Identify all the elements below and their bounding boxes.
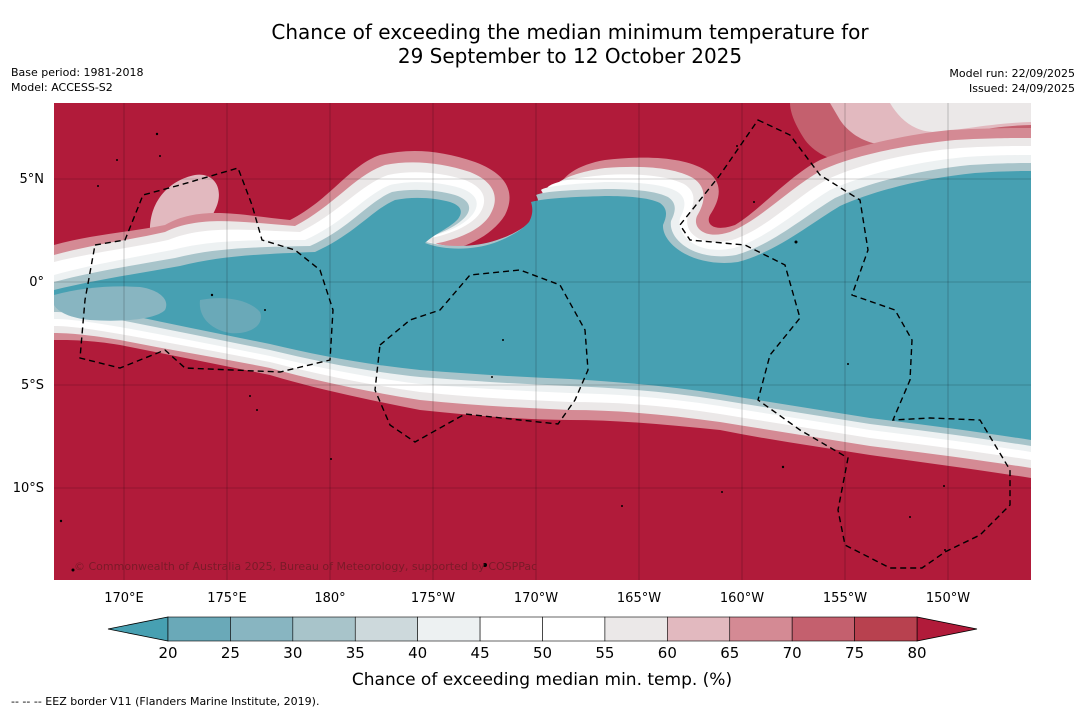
colorbar-segment: [854, 616, 918, 642]
colorbar-tick-label: 65: [720, 644, 739, 662]
lon-label: 175°W: [411, 591, 455, 606]
title-line-1: Chance of exceeding the median minimum t…: [271, 20, 869, 44]
eez-borders: [79, 119, 1011, 569]
eez-border-central: [374, 269, 589, 443]
colorbar-tick-label: 35: [346, 644, 365, 662]
lon-label: 170°W: [514, 591, 558, 606]
model-name: Model: ACCESS-S2: [11, 81, 113, 94]
issued-date: Issued: 24/09/2025: [968, 82, 1075, 95]
colorbar-segment: [417, 616, 481, 642]
colorbar-tick-label: 55: [595, 644, 614, 662]
colorbar-tick-label: 75: [845, 644, 864, 662]
probability-map: © Commonwealth of Australia 2025, Bureau…: [54, 103, 1031, 580]
graticule: [54, 103, 1031, 580]
longitude-labels: 170°E 175°E 180° 175°W 170°W 165°W 160°W…: [104, 591, 970, 606]
colorbar-tick-label: 80: [907, 644, 926, 662]
colorbar: 20 25 30 35 40 45 50 55 60 65 70 75 80: [107, 616, 978, 662]
colorbar-segment: [729, 616, 793, 642]
colorbar-tick-label: 40: [408, 644, 427, 662]
lon-label: 170°E: [104, 591, 144, 606]
islands: [59, 132, 946, 572]
colorbar-tick-label: 50: [533, 644, 552, 662]
colorbar-tick-label: 45: [471, 644, 490, 662]
contour-20: [54, 171, 1031, 440]
copyright-notice: © Commonwealth of Australia 2025, Bureau…: [74, 560, 537, 573]
eez-border-east: [679, 119, 1011, 569]
base-period: Base period: 1981-2018: [11, 66, 144, 79]
colorbar-title: Chance of exceeding median min. temp. (%…: [352, 670, 732, 690]
colorbar-extend-high: [916, 616, 978, 642]
model-run: Model run: 22/09/2025: [949, 67, 1075, 80]
colorbar-tick-label: 25: [221, 644, 240, 662]
colorbar-segment: [230, 616, 294, 642]
lon-label: 160°W: [720, 591, 764, 606]
eez-border-west: [79, 167, 334, 373]
colorbar-segment: [167, 616, 231, 642]
lon-label: 175°E: [207, 591, 247, 606]
map-title: Chance of exceeding the median minimum t…: [0, 20, 1085, 68]
colorbar-segment: [542, 616, 606, 642]
lat-label: 10°S: [13, 481, 44, 496]
contour-60-northeast: [890, 103, 1031, 132]
model-run-info: Model run: 22/09/2025 Issued: 24/09/2025: [949, 66, 1075, 96]
lat-label: 5°N: [20, 172, 45, 187]
colorbar-segment: [791, 616, 855, 642]
lon-label: 150°W: [926, 591, 970, 606]
colorbar-segment: [479, 616, 543, 642]
colorbar-extend-low: [107, 616, 169, 642]
base-period-info: Base period: 1981-2018 Model: ACCESS-S2: [11, 65, 143, 95]
latitude-labels: 5°N 0° 5°S 10°S: [13, 172, 44, 496]
lon-label: 165°W: [617, 591, 661, 606]
lat-label: 5°S: [21, 378, 44, 393]
contour-25-west: [199, 298, 261, 334]
title-line-2: 29 September to 12 October 2025: [397, 44, 743, 68]
colorbar-segment: [667, 616, 731, 642]
colorbar-segment: [604, 616, 668, 642]
lat-label: 0°: [29, 275, 44, 290]
colorbar-tick-label: 60: [658, 644, 677, 662]
colorbar-segment: [354, 616, 418, 642]
colorbar-tick-label: 20: [158, 644, 177, 662]
lon-label: 155°W: [823, 591, 867, 606]
contour-30-west: [54, 286, 167, 321]
colorbar-segment: [292, 616, 356, 642]
colorbar-tick-label: 70: [783, 644, 802, 662]
lon-label: 180°: [314, 591, 345, 606]
colorbar-tick-label: 30: [283, 644, 302, 662]
eez-legend-note: -- -- -- EEZ border V11 (Flanders Marine…: [11, 695, 320, 708]
